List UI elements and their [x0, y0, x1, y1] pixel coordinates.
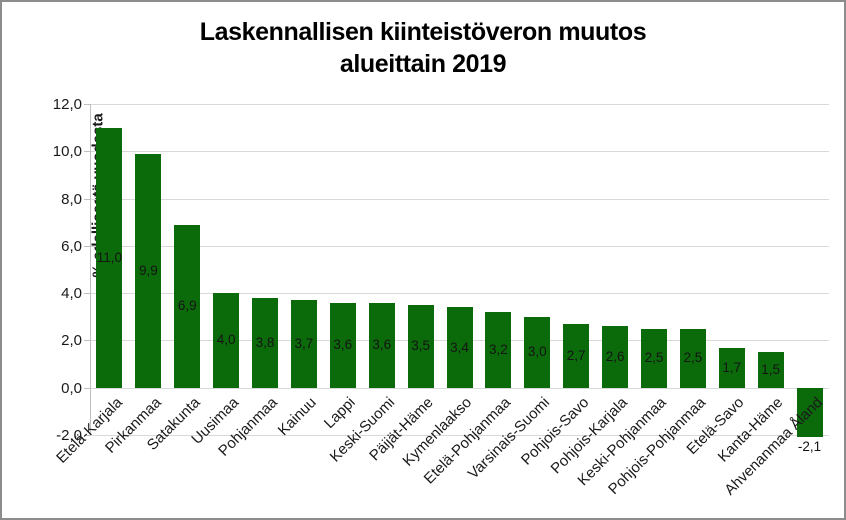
x-category-label: Kainuu: [274, 393, 320, 439]
bar: [718, 347, 745, 388]
bar: [640, 328, 667, 388]
y-tick-label: 12,0: [52, 96, 82, 113]
y-tick-mark: [84, 435, 90, 436]
bar-value-label: 2,5: [644, 350, 664, 366]
y-tick-mark: [84, 293, 90, 295]
y-tick-mark: [84, 340, 90, 342]
chart-title-line1: Laskennallisen kiinteistöveron muutos: [199, 18, 647, 46]
bar-value-label: 3,2: [489, 341, 508, 357]
y-tick-label: -2,0: [56, 427, 82, 444]
y-tick-label: 4,0: [61, 285, 82, 303]
bar-value-label: 4,0: [216, 332, 236, 348]
y-tick-mark: [84, 245, 90, 247]
bar: [252, 297, 279, 388]
bar-value-label: 3,5: [411, 338, 430, 354]
y-tick-mark: [84, 387, 90, 389]
bar: [329, 302, 356, 388]
bar: [135, 153, 162, 388]
y-tick-label: 10,0: [52, 143, 82, 161]
y-tick-label: 8,0: [61, 190, 82, 208]
chart-title: Laskennallisen kiinteistöveron muutos al…: [2, 16, 844, 80]
y-tick-mark: [84, 104, 90, 105]
bar: [757, 352, 784, 388]
bar: [679, 328, 706, 388]
bar: [446, 307, 473, 388]
bar: [213, 293, 240, 388]
bar: [524, 316, 551, 388]
bar: [96, 127, 123, 388]
gridline: [90, 387, 829, 389]
gridline: [90, 151, 829, 153]
y-tick-mark: [84, 151, 90, 153]
y-tick-label: 2,0: [61, 332, 82, 350]
bar: [563, 323, 590, 388]
bar: [602, 326, 629, 388]
bar: [368, 302, 395, 388]
y-tick-mark: [84, 198, 90, 200]
bar-value-label: 9,9: [138, 262, 158, 278]
gridline: [90, 435, 829, 436]
gridline: [90, 245, 829, 247]
y-tick-label: 0,0: [61, 379, 82, 397]
bar: [290, 300, 317, 388]
bar-value-label: 2,7: [566, 347, 586, 363]
gridline: [90, 198, 829, 200]
bar-value-label: 3,6: [333, 337, 353, 353]
gridline: [90, 104, 829, 105]
bar-value-label: 3,8: [255, 334, 275, 350]
bar-value-label: 2,5: [683, 350, 703, 366]
bar-value-label: -2,1: [797, 439, 822, 455]
y-axis-line: [90, 104, 91, 435]
bar: [174, 224, 201, 388]
bar: [796, 387, 823, 438]
bar-value-label: 11,0: [96, 249, 123, 265]
bar-value-label: 3,6: [372, 337, 392, 353]
bar-value-label: 3,7: [294, 335, 314, 351]
bar-value-label: 6,9: [177, 298, 197, 314]
chart-title-line2: alueittain 2019: [339, 50, 507, 78]
y-tick-label: 6,0: [61, 237, 82, 255]
bar-value-label: 1,7: [722, 359, 742, 375]
bar-value-label: 3,0: [527, 344, 547, 360]
bar-value-label: 1,5: [761, 361, 781, 377]
bar-value-label: 3,4: [450, 339, 469, 355]
gridline: [90, 293, 829, 295]
bar: [407, 304, 434, 388]
bar-value-label: 2,6: [605, 348, 625, 364]
bar: [485, 312, 512, 388]
